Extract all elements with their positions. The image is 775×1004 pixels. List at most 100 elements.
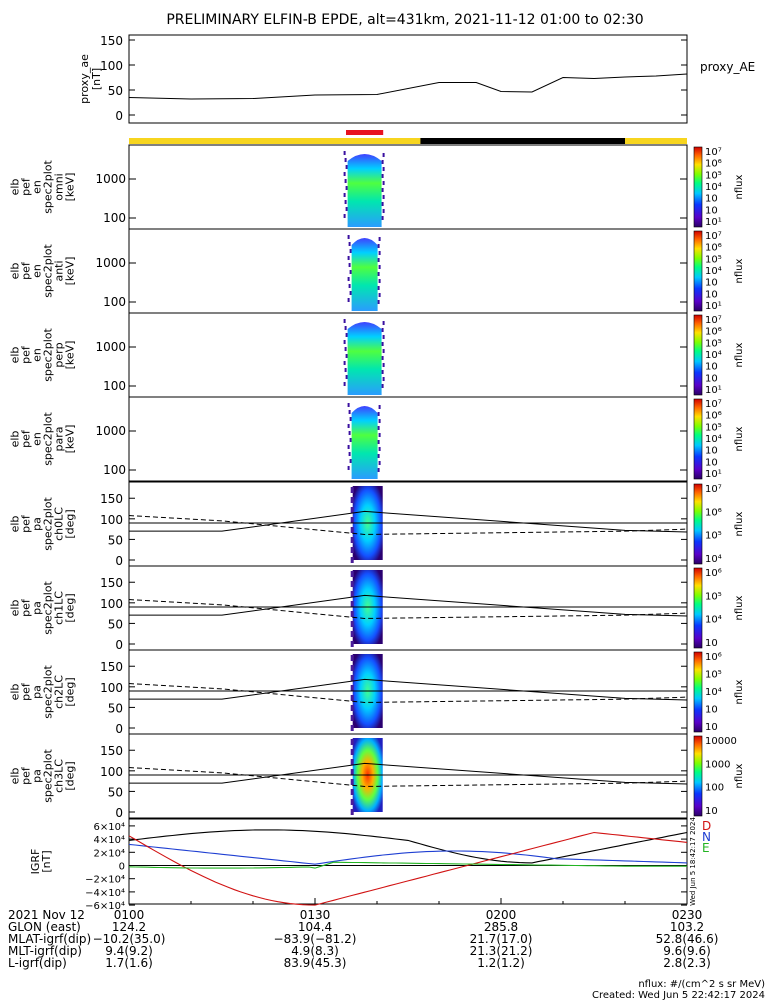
spectrogram-speck: [379, 447, 381, 451]
orbit-status-bar: [129, 130, 687, 144]
spectrogram-panels: 1001000elbpefenspec2plotomni[keV]10⁷10⁶1…: [9, 145, 746, 820]
pitch-angle-speck: [351, 675, 354, 681]
ytick-label: 1000: [95, 340, 126, 354]
spectrogram-speck: [344, 151, 346, 155]
spectrogram-speck: [382, 356, 384, 360]
ytick-label: 100: [103, 295, 126, 309]
pitch-angle-speck: [351, 611, 354, 617]
igrf-ytick-label: 2×10⁴: [94, 848, 125, 859]
colorbar-label: nflux: [734, 511, 745, 536]
colorbar-tick-label: 10⁲: [705, 722, 718, 733]
spectrogram-speck: [382, 202, 384, 206]
spectrogram-blob: [348, 403, 381, 479]
panel-ylabel: elbpefenspec2plotpara[keV]: [9, 412, 77, 466]
pitch-angle-blob: [351, 738, 383, 815]
colorbar-tick-label: 10¹: [705, 301, 722, 312]
ytick-label: 100: [100, 681, 123, 695]
spectrogram-speck: [348, 424, 350, 428]
colorbar-tick-label: 10⁳: [705, 362, 718, 373]
ytick-label: 50: [108, 701, 123, 715]
colorbar-tick-label: 10⁵: [705, 338, 722, 349]
panel-spec_omni: 1001000elbpefenspec2plotomni[keV]10⁷10⁶1…: [9, 145, 746, 229]
spectrogram-speck: [350, 417, 352, 421]
spectrogram-speck: [350, 438, 352, 442]
colorbar: [694, 484, 702, 564]
spectrogram-speck: [382, 342, 384, 346]
spectrogram-speck: [345, 200, 347, 204]
spectrogram-speck: [383, 321, 385, 325]
status-segment: [625, 138, 687, 144]
spectrogram-speck: [382, 216, 384, 220]
ytick-label: 1000: [95, 256, 126, 270]
colorbar-tick-label: 10⁶: [705, 243, 722, 254]
pitch-angle-speck: [351, 695, 354, 701]
pitch-angle-speck: [351, 601, 354, 607]
proxy-ae-panel: 0 50 100 150 proxy_ae[nT] proxy_AE: [78, 34, 755, 123]
pitch-angle-speck: [351, 665, 354, 671]
spectrogram-speck: [383, 167, 385, 171]
ephemeris-row-label: L-igrf(dip): [8, 956, 67, 970]
colorbar-tick-label: 10⁴: [705, 615, 722, 626]
spectrogram-speck: [378, 258, 380, 262]
pitch-angle-speck: [351, 631, 354, 637]
ephemeris-date-label: 2021 Nov 12: [8, 908, 85, 922]
spectrogram-speck: [383, 153, 385, 157]
spectrogram-speck: [379, 251, 381, 255]
proxy-ae-ytick-label: 50: [108, 84, 123, 98]
spectrogram-speck: [382, 384, 384, 388]
ytick-label: 50: [108, 533, 123, 547]
ytick-label: 150: [100, 576, 123, 590]
pitch-angle-speck: [351, 537, 354, 543]
pitch-angle-speck: [351, 749, 354, 755]
panel-frame: [129, 229, 687, 313]
colorbar-tick-label: 10⁵: [705, 591, 722, 602]
pitch-angle-speck: [351, 527, 354, 533]
colorbar-tick-label: 10⁳: [705, 446, 718, 457]
panel-ylabel-line: [deg]: [64, 761, 77, 790]
panel-frame: [129, 566, 687, 650]
status-segment: [129, 138, 420, 144]
spectrogram-speck: [349, 431, 351, 435]
spectrogram-blob: [344, 151, 385, 227]
panel-ylabel-line: [deg]: [64, 593, 77, 622]
pitch-angle-speck: [351, 685, 354, 691]
colorbar-tick-label: 10⁵: [705, 170, 722, 181]
panel-ylabel-line: [keV]: [64, 257, 77, 286]
spectrogram-speck: [345, 158, 347, 162]
spectrogram-speck: [383, 335, 385, 339]
proxy-ae-ytick-label: 150: [100, 34, 123, 48]
spectrogram-speck: [344, 214, 346, 218]
colorbar-label: nflux: [734, 679, 745, 704]
colorbar-tick-label: 10⁵: [705, 422, 722, 433]
pitch-angle-speck: [351, 809, 354, 815]
pitch-angle-speck: [351, 507, 354, 513]
colorbar-label: nflux: [734, 763, 745, 788]
ytick-label: 0: [115, 722, 123, 736]
pitch-angle-speck: [351, 705, 354, 711]
ytick-label: 150: [100, 660, 123, 674]
spectrogram-speck: [344, 340, 346, 344]
spectrogram-speck: [378, 300, 380, 304]
ytick-label: 100: [103, 211, 126, 225]
panel-ylabel: elbpefenspec2plotanti[keV]: [9, 244, 77, 298]
colorbar-tick-label: 10⁳: [705, 638, 718, 649]
colorbar-tick-label: 10⁴: [705, 350, 722, 361]
ytick-label: 100: [100, 597, 123, 611]
pitch-angle-blob: [351, 570, 383, 647]
ytick-label: 150: [100, 744, 123, 758]
ytick-label: 1000: [95, 424, 126, 438]
colorbar-tick-label: 10⁵: [705, 531, 722, 542]
ephemeris-cell: 1.2(1.2): [477, 956, 525, 970]
spectrogram-speck: [383, 349, 385, 353]
spectrogram-speck: [349, 452, 351, 456]
spectrogram-speck: [348, 277, 350, 281]
ytick-label: 0: [115, 554, 123, 568]
spectrogram-speck: [346, 354, 348, 358]
spectrogram-speck: [378, 454, 380, 458]
status-segment: [420, 138, 625, 144]
spectrogram-speck: [349, 284, 351, 288]
spectrogram-speck: [346, 375, 348, 379]
spectrogram-fill: [352, 238, 378, 311]
spectrogram-blob: [344, 319, 385, 395]
